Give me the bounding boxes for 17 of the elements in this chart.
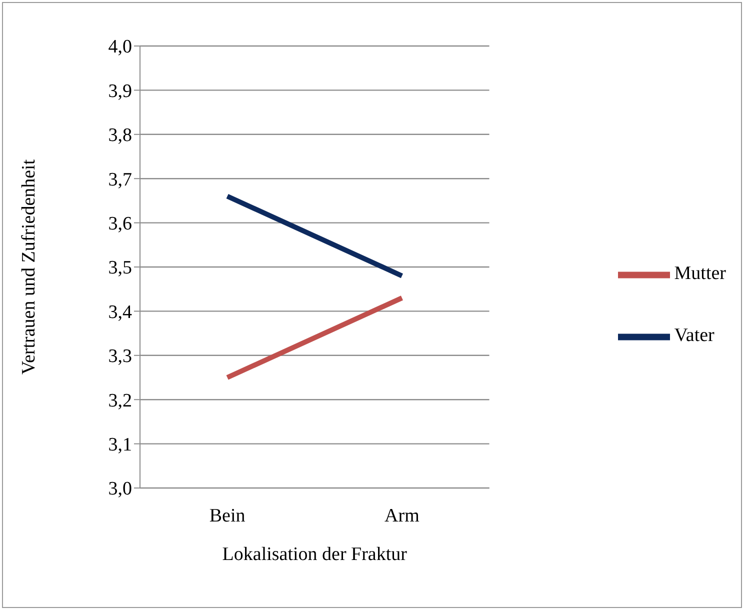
y-tick-label: 3,7 <box>108 169 132 190</box>
y-tick-label: 3,5 <box>108 258 132 279</box>
y-tick-label: 3,0 <box>108 478 132 500</box>
legend-label: Mutter <box>674 263 726 284</box>
y-tick-label: 3,4 <box>108 302 132 323</box>
y-tick-label: 3,2 <box>108 390 132 412</box>
x-tick-label: Arm <box>384 505 420 526</box>
legend-label: Vater <box>674 325 714 346</box>
x-tick-label: Bein <box>209 505 246 526</box>
y-tick-label: 3,6 <box>108 214 132 235</box>
x-axis-title: Lokalisation der Fraktur <box>222 544 408 565</box>
y-tick-label: 3,9 <box>108 80 132 102</box>
y-tick-label: 3,8 <box>108 125 132 146</box>
y-axis-title: Vertrauen und Zufriedenheit <box>18 158 40 375</box>
y-tick-label: 4,0 <box>108 36 132 58</box>
y-tick-label: 3,1 <box>108 434 132 456</box>
y-tick-label: 3,3 <box>108 346 132 368</box>
